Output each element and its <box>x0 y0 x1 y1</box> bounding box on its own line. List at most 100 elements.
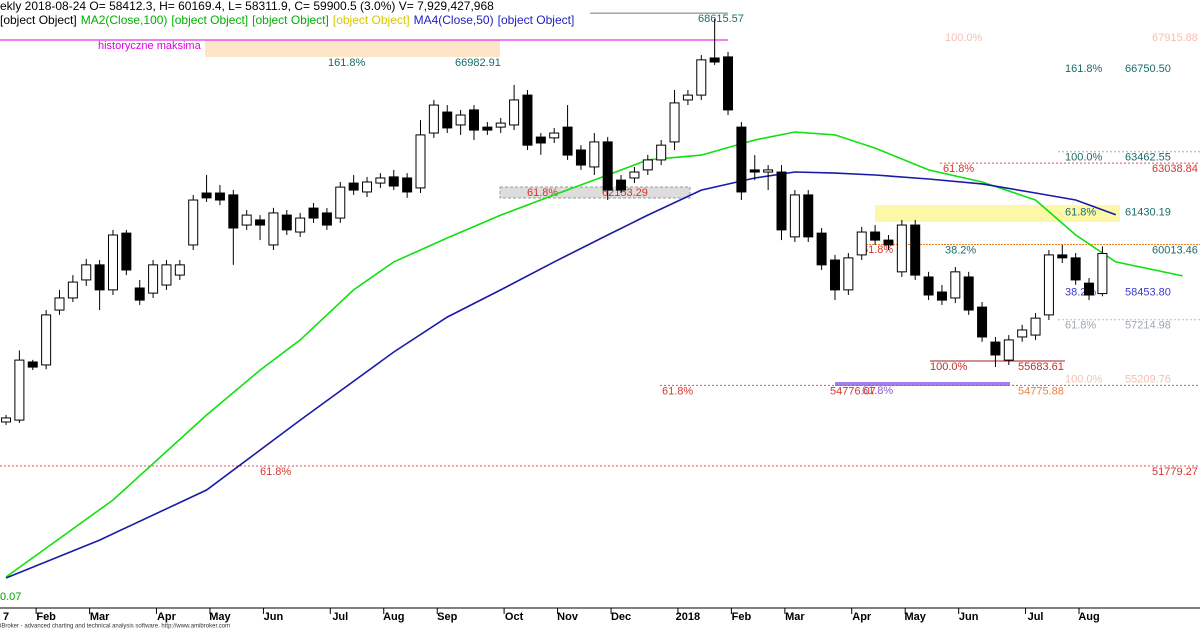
level-percent: 61.8% <box>1065 206 1096 218</box>
level-value: 66750.50 <box>1125 63 1171 75</box>
candle-body <box>923 276 934 296</box>
candle-body <box>709 57 720 63</box>
candle-body <box>602 141 613 191</box>
x-tick-label: 2018 <box>676 611 700 623</box>
candle-body <box>1017 329 1028 338</box>
x-tick-label: Apr <box>157 611 177 623</box>
candle-body <box>1043 254 1054 316</box>
x-tick-label: 7 <box>3 611 9 623</box>
level-percent: 61.8% <box>1065 320 1096 332</box>
candle-body <box>214 192 225 201</box>
zone-box <box>499 186 691 199</box>
candle-body <box>963 276 974 311</box>
level-percent: 100.0% <box>1065 152 1103 164</box>
candle-body <box>94 264 105 291</box>
level-value: 58453.80 <box>1125 286 1171 298</box>
candle-body <box>1084 282 1095 296</box>
candle-body <box>268 212 279 246</box>
candle-body <box>468 109 479 131</box>
candle-body <box>990 341 1001 356</box>
level-percent: 100.0% <box>1065 374 1103 386</box>
candle-body <box>27 361 38 368</box>
level-value: 62153.29 <box>602 187 648 199</box>
candle-body <box>442 111 453 129</box>
candle-body <box>228 194 239 229</box>
candle-body <box>388 176 399 187</box>
candle-body <box>562 126 573 156</box>
level-value: 57214.98 <box>1125 320 1171 332</box>
zone-box <box>835 382 1010 386</box>
candle-body <box>950 271 961 299</box>
candle-body <box>1057 254 1068 259</box>
candle-body <box>910 224 921 276</box>
x-tick-label: May <box>209 611 231 623</box>
candle-body <box>148 264 159 294</box>
candle-body <box>1070 257 1081 281</box>
level-value: 54776.07 <box>830 385 876 397</box>
level-percent: 61.8% <box>943 163 974 175</box>
x-tick-label: Feb <box>732 611 752 623</box>
candle-body <box>575 149 586 166</box>
level-percent: 100.0% <box>945 32 983 44</box>
candle-body <box>14 359 25 421</box>
level-value: 66982.91 <box>455 57 501 69</box>
level-percent: 61.8% <box>862 385 893 397</box>
x-tick-label: Aug <box>1078 611 1099 623</box>
candle-body <box>763 169 774 173</box>
header-segment: [object Object] <box>333 13 410 27</box>
candle-body <box>255 219 266 226</box>
candle-body <box>936 291 947 301</box>
candle-body <box>669 102 680 143</box>
x-tick-label: Sep <box>437 611 457 623</box>
level-percent: 61.8% <box>662 385 693 397</box>
x-tick-label: Apr <box>852 611 872 623</box>
x-tick-label: Dec <box>611 611 631 623</box>
candle-body <box>121 232 132 271</box>
level-value: 63462.55 <box>1125 152 1171 164</box>
candle-body <box>281 214 292 231</box>
ma-line <box>5 171 1117 579</box>
candle-body <box>201 192 212 199</box>
candle-body <box>883 239 894 246</box>
legend-entry: MA4(Close,50) <box>414 13 494 27</box>
candle-body <box>241 214 252 226</box>
candle-body <box>415 134 426 189</box>
header-segment: [object Object] <box>252 13 329 27</box>
candle-body <box>629 171 640 179</box>
candle-body <box>1030 317 1041 336</box>
candle-body <box>549 132 560 139</box>
candle-body <box>789 194 800 238</box>
level-percent: 61.8% <box>260 466 291 478</box>
level-value: 67915.88 <box>1152 32 1198 44</box>
level-value: 55683.61 <box>1018 361 1064 373</box>
x-tick-label: Aug <box>383 611 404 623</box>
x-tick-label: Mar <box>785 611 805 623</box>
candle-body <box>1 417 12 423</box>
candle-body <box>723 56 734 111</box>
candle-body <box>803 194 814 238</box>
candle-body <box>107 234 118 291</box>
candle-body <box>455 114 466 126</box>
level-percent: 38.2% <box>945 244 976 256</box>
level-value: 55209.76 <box>1125 374 1171 386</box>
x-tick-label: Mar <box>90 611 110 623</box>
candle-body <box>362 181 373 193</box>
candle-body <box>174 264 185 276</box>
candle-body <box>642 159 653 171</box>
candle-body <box>856 231 867 256</box>
level-percent: 161.8% <box>1065 63 1103 75</box>
candle-body <box>67 281 78 299</box>
candle-body <box>656 144 667 161</box>
candle-body <box>81 264 92 281</box>
annotation: historyczne maksima <box>98 40 202 52</box>
level-value: 63038.84 <box>1152 163 1198 175</box>
candle-body <box>522 94 533 146</box>
candle-body <box>776 171 787 231</box>
x-tick-label: Feb <box>36 611 56 623</box>
candle-body <box>682 94 693 101</box>
level-percent: 161.8% <box>328 57 366 69</box>
candle-body <box>816 232 827 266</box>
candle-body <box>495 122 506 128</box>
